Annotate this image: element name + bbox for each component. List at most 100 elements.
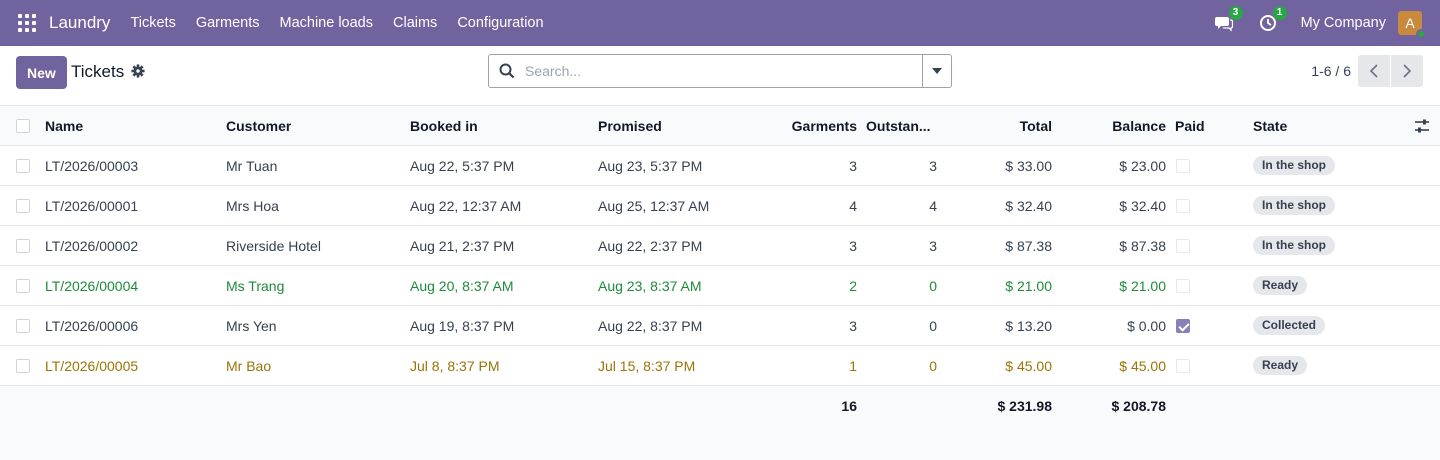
promised-date: Aug 23, 5:37 PM: [598, 158, 703, 174]
paid-checkbox: [1176, 239, 1190, 253]
ticket-name: LT/2026/00006: [45, 318, 139, 334]
promised-date: Aug 23, 8:37 AM: [598, 278, 702, 294]
customer-name: Riverside Hotel: [226, 238, 321, 254]
column-header-paid[interactable]: Paid: [1175, 118, 1205, 134]
column-header-outstanding[interactable]: Outstan...: [866, 118, 931, 134]
paid-checkbox: [1176, 359, 1190, 373]
pager-previous-button[interactable]: [1358, 55, 1390, 87]
column-header-booked[interactable]: Booked in: [410, 118, 478, 134]
menu-item-machine-loads[interactable]: Machine loads: [279, 15, 374, 31]
gear-icon[interactable]: [131, 64, 145, 78]
promised-date: Aug 25, 12:37 AM: [598, 198, 710, 214]
customer-name: Mr Tuan: [226, 158, 278, 174]
promised-date: Aug 22, 2:37 PM: [598, 238, 703, 254]
outstanding-count: 0: [929, 318, 937, 334]
table-row[interactable]: LT/2026/00003 Mr Tuan Aug 22, 5:37 PM Aug 2…: [0, 146, 1440, 186]
user-avatar[interactable]: A: [1398, 11, 1426, 39]
pager-next-button[interactable]: [1391, 55, 1423, 87]
total-value: $ 45.00: [1005, 358, 1052, 374]
table-row[interactable]: LT/2026/00005 Mr Bao Jul 8, 8:37 PM Jul 15,…: [0, 346, 1440, 386]
garments-count: 4: [849, 198, 857, 214]
avatar-initial: A: [1405, 15, 1415, 31]
search-bar: [488, 54, 952, 88]
column-header-name[interactable]: Name: [45, 118, 84, 134]
menu-item-claims[interactable]: Claims: [393, 15, 438, 31]
chevron-right-icon: [1403, 64, 1411, 78]
outstanding-count: 3: [929, 158, 937, 174]
garments-count: 3: [849, 158, 857, 174]
customer-name: Mr Bao: [226, 358, 272, 374]
booked-in: Aug 20, 8:37 AM: [410, 278, 514, 294]
menu-item-tickets[interactable]: Tickets: [130, 15, 176, 31]
paid-checkbox: [1176, 279, 1190, 293]
booked-in: Aug 21, 2:37 PM: [410, 238, 515, 254]
ticket-name: LT/2026/00004: [45, 278, 139, 294]
column-header-state[interactable]: State: [1253, 118, 1288, 134]
total-value: $ 13.20: [1005, 318, 1052, 334]
row-select-checkbox[interactable]: [16, 279, 30, 293]
column-header-total[interactable]: Total: [1019, 118, 1052, 134]
search-options-toggle[interactable]: [922, 55, 951, 87]
search-input[interactable]: [525, 55, 922, 87]
total-garments: 16: [841, 398, 857, 414]
table-row[interactable]: LT/2026/00002 Riverside Hotel Aug 21, 2:37…: [0, 226, 1440, 266]
column-header-balance[interactable]: Balance: [1112, 118, 1166, 134]
sliders-icon[interactable]: [1414, 118, 1430, 134]
paid-checkbox: [1176, 319, 1190, 333]
clock-icon[interactable]: 1: [1257, 6, 1287, 34]
paid-checkbox: [1176, 199, 1190, 213]
table-row[interactable]: LT/2026/00006 Mrs Yen Aug 19, 8:37 PM Aug 2…: [0, 306, 1440, 346]
navbar-systray: 3 1 My Company A: [1213, 0, 1440, 46]
row-select-checkbox[interactable]: [16, 359, 30, 373]
booked-in: Jul 8, 8:37 PM: [410, 358, 500, 374]
row-select-checkbox[interactable]: [16, 159, 30, 173]
row-select-checkbox[interactable]: [16, 239, 30, 253]
booked-in: Aug 22, 5:37 PM: [410, 158, 515, 174]
chat-icon[interactable]: 3: [1213, 6, 1243, 34]
ticket-name: LT/2026/00001: [45, 198, 139, 214]
table-footer-totals: 16 $ 231.98 $ 208.78: [0, 386, 1440, 426]
grid-icon[interactable]: [18, 14, 36, 32]
balance-value: $ 45.00: [1119, 358, 1166, 374]
total-balance: $ 208.78: [1111, 398, 1167, 414]
booked-in: Aug 22, 12:37 AM: [410, 198, 522, 214]
total-amount: $ 231.98: [997, 398, 1053, 414]
company-switcher[interactable]: My Company: [1300, 15, 1386, 31]
online-status-dot: [1416, 29, 1426, 39]
state-badge: Ready: [1253, 356, 1308, 375]
customer-name: Ms Trang: [226, 278, 285, 294]
total-value: $ 21.00: [1005, 278, 1052, 294]
row-select-checkbox[interactable]: [16, 199, 30, 213]
outstanding-count: 0: [929, 358, 937, 374]
ticket-name: LT/2026/00002: [45, 238, 139, 254]
promised-date: Jul 15, 8:37 PM: [598, 358, 696, 374]
balance-value: $ 21.00: [1119, 278, 1166, 294]
customer-name: Mrs Yen: [226, 318, 277, 334]
state-badge: In the shop: [1253, 156, 1335, 175]
column-header-promised[interactable]: Promised: [598, 118, 662, 134]
outstanding-count: 0: [929, 278, 937, 294]
state-badge: In the shop: [1253, 196, 1335, 215]
list-background: [0, 426, 1440, 460]
app-name[interactable]: Laundry: [49, 13, 111, 32]
balance-value: $ 0.00: [1127, 318, 1166, 334]
new-button[interactable]: New: [16, 56, 67, 89]
booked-in: Aug 19, 8:37 PM: [410, 318, 515, 334]
tickets-table: Name Customer Booked in Promised Garment…: [0, 106, 1440, 426]
outstanding-count: 4: [929, 198, 937, 214]
table-body: LT/2026/00003 Mr Tuan Aug 22, 5:37 PM Aug 2…: [0, 146, 1440, 386]
main-menu: Tickets Garments Machine loads Claims Co…: [120, 15, 553, 31]
pager-value[interactable]: 1-6 / 6: [1311, 63, 1351, 79]
select-all-checkbox[interactable]: [16, 119, 30, 133]
table-row[interactable]: LT/2026/00001 Mrs Hoa Aug 22, 12:37 AM Aug …: [0, 186, 1440, 226]
balance-value: $ 32.40: [1119, 198, 1166, 214]
column-header-garments[interactable]: Garments: [791, 118, 857, 134]
table-row[interactable]: LT/2026/00004 Ms Trang Aug 20, 8:37 AM Aug …: [0, 266, 1440, 306]
column-header-customer[interactable]: Customer: [226, 118, 292, 134]
garments-count: 3: [849, 318, 857, 334]
menu-item-garments[interactable]: Garments: [195, 15, 260, 31]
row-select-checkbox[interactable]: [16, 319, 30, 333]
garments-count: 1: [849, 358, 857, 374]
balance-value: $ 23.00: [1119, 158, 1166, 174]
menu-item-configuration[interactable]: Configuration: [457, 15, 544, 31]
